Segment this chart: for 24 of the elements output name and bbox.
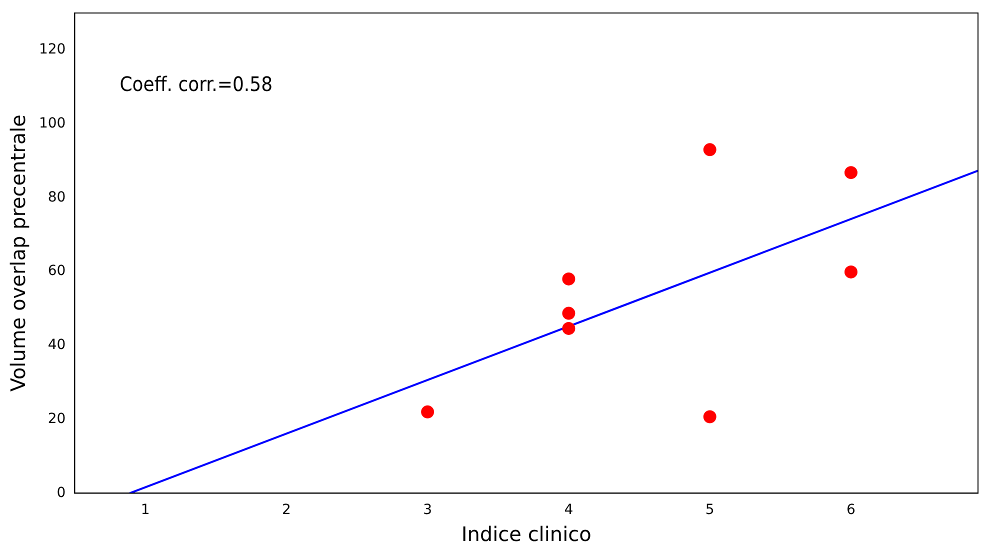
y-tick-label: 100 [38,115,66,132]
y-tick-label: 20 [48,410,66,427]
annotation: Coeff. corr.=0.58 [120,72,273,96]
point [562,306,576,320]
y-tick-label: 80 [48,189,66,206]
x-tick-label: 4 [564,502,574,518]
x-tick-label: 2 [282,502,291,518]
point [562,322,576,335]
point [703,143,716,156]
y-tick-label: 0 [56,484,66,501]
x-tick-label: 1 [140,502,150,518]
y-tick-label: 60 [48,263,66,280]
point [844,265,858,278]
point [562,272,576,286]
point [421,405,434,418]
x-tick-label: 3 [423,502,432,518]
x-tick-label: 6 [846,502,856,518]
y-tick-label: 40 [48,337,66,354]
y-axis-title: Volume overlap precentrale [6,114,30,392]
point [844,166,858,180]
y-tick-label: 120 [38,42,66,58]
x-axis-title: Indice clinico [461,522,592,546]
x-tick-label: 5 [705,502,714,518]
point [703,410,716,424]
